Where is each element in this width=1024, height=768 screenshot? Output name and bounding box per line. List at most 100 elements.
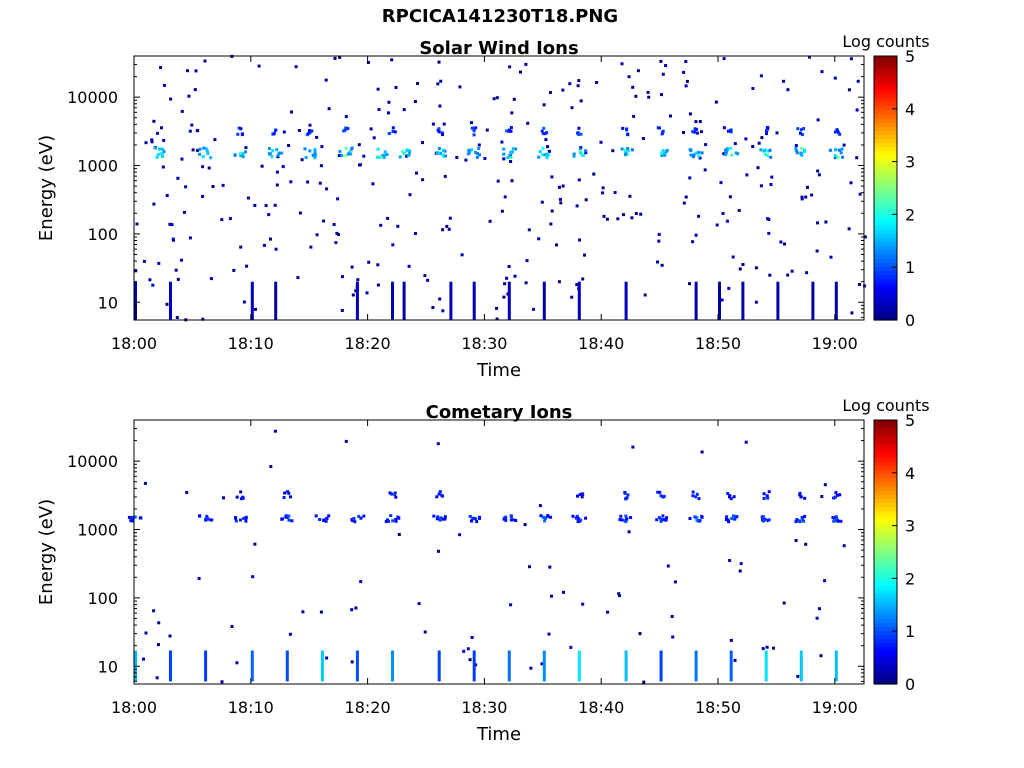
data-cell: [659, 517, 663, 521]
data-cell: [135, 222, 139, 226]
data-cell: [548, 565, 552, 569]
data-cell: [576, 494, 579, 498]
data-cell: [575, 283, 579, 287]
data-cell: [558, 197, 562, 201]
colorbar-segment: [874, 498, 897, 504]
colorbar-segment: [874, 130, 897, 135]
data-cell: [801, 517, 805, 521]
colorbar-segment: [874, 142, 897, 148]
data-cell: [734, 515, 738, 519]
data-cell: [324, 78, 328, 82]
data-cell: [148, 278, 152, 282]
data-cell: [333, 56, 337, 60]
data-cell: [574, 516, 578, 520]
data-cell: [544, 138, 548, 142]
data-cell: [541, 153, 545, 157]
data-cell: [144, 631, 148, 635]
colorbar-segment: [874, 179, 897, 185]
data-cell: [275, 183, 279, 187]
colorbar-segment: [874, 469, 897, 475]
colorbar-segment: [874, 502, 897, 508]
data-cell: [601, 191, 605, 195]
data-cell: [397, 533, 401, 536]
low-energy-spike: [542, 281, 546, 320]
data-cell: [665, 516, 669, 520]
data-cell: [800, 515, 804, 519]
data-cell: [341, 275, 344, 279]
data-cell: [503, 195, 507, 199]
data-cell: [379, 156, 383, 160]
data-cell: [206, 152, 210, 156]
data-cell: [623, 519, 627, 523]
colorbar-segment: [874, 638, 897, 644]
data-cell: [618, 594, 621, 598]
data-cell: [763, 517, 767, 521]
data-cell: [570, 106, 574, 110]
data-cell: [841, 155, 845, 159]
data-cell: [555, 243, 558, 247]
data-cell: [280, 517, 284, 521]
data-cell: [858, 192, 862, 196]
data-cell: [728, 146, 732, 150]
colorbar-segment: [874, 56, 897, 61]
data-cell: [696, 131, 699, 135]
data-cell: [467, 148, 471, 152]
data-cell: [831, 516, 835, 519]
colorbar-segment: [874, 601, 897, 607]
data-cell: [245, 264, 249, 268]
colorbar-segment: [874, 204, 897, 210]
data-cell: [663, 153, 667, 157]
data-cell: [304, 156, 308, 159]
data-cell: [760, 136, 764, 140]
data-cell: [863, 235, 867, 239]
data-cell: [176, 277, 180, 281]
data-cell: [570, 295, 574, 299]
data-cell: [561, 184, 565, 188]
data-cell: [272, 132, 276, 136]
colorbar-segment: [874, 543, 897, 549]
data-cell: [816, 221, 819, 225]
data-cell: [542, 516, 546, 519]
data-cell: [673, 580, 677, 584]
data-cell: [344, 126, 348, 130]
colorbar-segment: [874, 420, 897, 425]
data-cell: [842, 143, 846, 147]
data-cell: [833, 76, 837, 80]
data-cell: [519, 70, 522, 74]
data-cell: [729, 638, 733, 642]
data-cell: [275, 170, 279, 174]
data-cell: [731, 514, 735, 518]
x-tick-label: 18:00: [111, 698, 157, 717]
data-cell: [289, 180, 293, 184]
low-energy-spike: [250, 650, 254, 682]
data-cell: [191, 148, 195, 152]
data-cell: [549, 515, 553, 519]
data-cell: [840, 147, 844, 151]
data-cell: [500, 140, 504, 144]
data-cell: [745, 173, 749, 177]
data-cell: [287, 491, 291, 495]
data-cell: [571, 514, 575, 518]
data-cell: [767, 490, 771, 494]
data-cell: [391, 129, 395, 133]
data-cell: [155, 155, 159, 159]
x-tick-label: 18:20: [345, 334, 391, 353]
data-cell: [549, 222, 553, 226]
data-cell: [805, 271, 809, 275]
data-cell: [303, 147, 307, 151]
data-cell: [538, 150, 542, 153]
colorbar-segment: [874, 105, 897, 111]
data-cell: [510, 150, 514, 154]
data-cell: [260, 164, 264, 168]
data-cell: [359, 580, 363, 584]
data-cell: [766, 496, 770, 500]
colorbar-segment: [874, 303, 897, 309]
colorbar-segment: [874, 655, 897, 660]
data-cell: [495, 306, 498, 310]
data-cell: [694, 151, 698, 155]
data-cell: [695, 492, 699, 496]
colorbar-segment: [874, 299, 897, 305]
data-cell: [584, 149, 588, 153]
data-cell: [624, 497, 628, 501]
data-cell: [703, 168, 707, 172]
